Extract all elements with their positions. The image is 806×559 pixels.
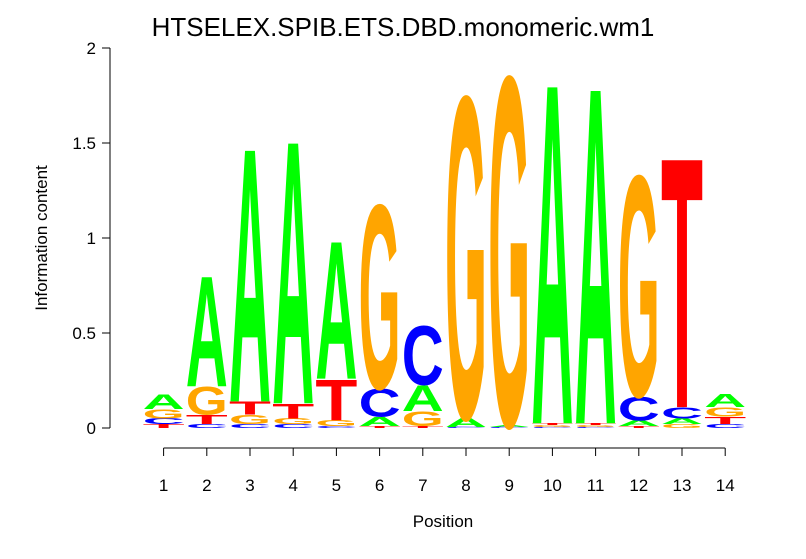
logo-letter-g: G [618, 110, 660, 464]
y-axis-label: Information content [32, 165, 51, 311]
logo-letter-a: A [661, 417, 703, 426]
logo-letter-t: T [315, 368, 357, 433]
x-axis: 1 2 3 4 5 6 7 8 9 10 11 12 13 14 [159, 447, 735, 495]
logo-letter-g: G [661, 423, 703, 429]
x-tick-label: 8 [461, 476, 470, 495]
logo-letter-g: G [488, 0, 530, 532]
y-tick-label: 0.5 [72, 324, 96, 343]
logo-letter-c: C [488, 427, 530, 428]
logo-letter-a: A [315, 199, 357, 420]
chart-title: HTSELEX.SPIB.ETS.DBD.monomeric.wm1 [152, 12, 655, 42]
logo-letter-c: C [445, 427, 487, 428]
logo-letter-a: A [575, 0, 617, 526]
logo-letter-g: G [359, 151, 401, 445]
logo-letter-g: G [143, 407, 185, 422]
logo-letter-a: A [618, 419, 660, 428]
logo-letter-a: A [488, 425, 530, 428]
x-tick-label: 1 [159, 476, 168, 495]
logo-letter-g: G [402, 407, 444, 431]
x-tick-label: 9 [504, 476, 513, 495]
x-tick-label: 13 [673, 476, 692, 495]
y-tick-label: 1.5 [72, 134, 96, 153]
logo-letter-a: A [272, 64, 314, 485]
logo-letter-a: A [143, 390, 185, 414]
logo-letter-a: A [229, 73, 271, 479]
logo-letter-t: T [402, 426, 444, 429]
logo-letter-a: A [531, 0, 573, 527]
x-tick-label: 10 [543, 476, 562, 495]
logo-letter-t: T [531, 423, 573, 426]
y-tick-label: 0 [87, 419, 96, 438]
logo-letter-g: G [445, 0, 487, 516]
logo-letter-a: A [445, 415, 487, 430]
logo-letter-c: C [315, 426, 357, 429]
logo-letter-t: T [618, 426, 660, 429]
logo-letter-t: T [272, 399, 314, 423]
x-tick-label: 2 [202, 476, 211, 495]
logo-letter-t: T [359, 426, 401, 429]
logo-letter-g: G [575, 425, 617, 428]
logo-letter-c: C [143, 417, 185, 426]
x-tick-label: 4 [288, 476, 297, 495]
logo-letter-c: C [704, 423, 746, 429]
logo-letter-a: A [186, 244, 228, 421]
logo-letter-g: G [229, 412, 271, 427]
logo-letter-g: G [186, 380, 228, 424]
logo-letter-a: A [402, 378, 444, 419]
x-tick-label: 14 [716, 476, 735, 495]
logo-letter-a: A [359, 414, 401, 429]
logo-letter-c: C [661, 404, 703, 422]
logo-letter-g: G [272, 417, 314, 426]
x-tick-label: 11 [587, 476, 605, 495]
logo-letter-c: C [531, 427, 573, 428]
logo-letter-t: T [661, 82, 703, 483]
logo-letter-c: C [229, 423, 271, 429]
logo-letter-t: T [575, 423, 617, 426]
logo-letter-c: C [186, 423, 228, 429]
x-axis-label: Position [413, 512, 473, 531]
logo-letter-c: C [272, 423, 314, 429]
y-axis: 0 0.5 1 1.5 2 [72, 39, 111, 438]
logo-letter-c: C [402, 309, 444, 403]
x-tick-label: 7 [418, 476, 427, 495]
logo-letter-c: C [359, 381, 401, 426]
y-tick-label: 1 [87, 229, 96, 248]
logo-letter-t: T [704, 415, 746, 427]
logo-letter-t: T [143, 423, 185, 429]
x-tick-label: 12 [629, 476, 648, 495]
logo-letter-c: C [575, 427, 617, 428]
logo-letter-c: C [618, 390, 660, 428]
logo-letter-a: A [704, 391, 746, 412]
logo-letter-t: T [186, 412, 228, 427]
x-tick-label: 5 [332, 476, 341, 495]
logo-letter-g: G [531, 425, 573, 428]
x-tick-label: 3 [245, 476, 254, 495]
logo-letter-g: G [704, 405, 746, 420]
y-tick-label: 2 [87, 39, 96, 58]
x-tick-label: 6 [375, 476, 384, 495]
logo-letter-g: G [315, 419, 357, 428]
logo-letter-t: T [229, 398, 271, 419]
